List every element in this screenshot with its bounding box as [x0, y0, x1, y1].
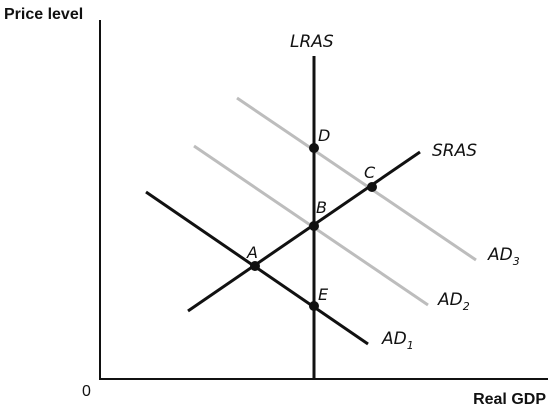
- ad3-label-sub: 3: [513, 255, 520, 268]
- origin-label: 0: [82, 383, 91, 400]
- ad3-label: AD3: [487, 245, 520, 268]
- point-e-label: E: [318, 285, 329, 304]
- ad1-label-main: AD: [381, 329, 407, 349]
- y-axis-title: Price level: [4, 6, 83, 23]
- ad2-label-sub: 2: [463, 300, 470, 313]
- ad1-label: AD1: [381, 329, 414, 352]
- point-a-marker: [250, 261, 260, 271]
- ad3-curve: [236, 96, 477, 262]
- x-axis-title: Real GDP: [473, 391, 546, 408]
- ad2-label: AD2: [437, 290, 470, 313]
- point-e-marker: [309, 301, 319, 311]
- point-c-marker: [367, 182, 377, 192]
- lras-label: LRAS: [290, 32, 334, 52]
- ad2-label-main: AD: [437, 290, 463, 310]
- point-b-marker: [309, 221, 319, 231]
- point-c-label: C: [364, 163, 376, 182]
- ad1-label-sub: 1: [407, 339, 414, 352]
- point-d-marker: [309, 143, 319, 153]
- point-d-label: D: [318, 126, 330, 145]
- point-b-label: B: [316, 198, 327, 217]
- sras-label: SRAS: [432, 141, 477, 161]
- point-a-label: A: [246, 243, 258, 262]
- sras-curve: [187, 150, 421, 313]
- ad3-label-main: AD: [487, 245, 513, 265]
